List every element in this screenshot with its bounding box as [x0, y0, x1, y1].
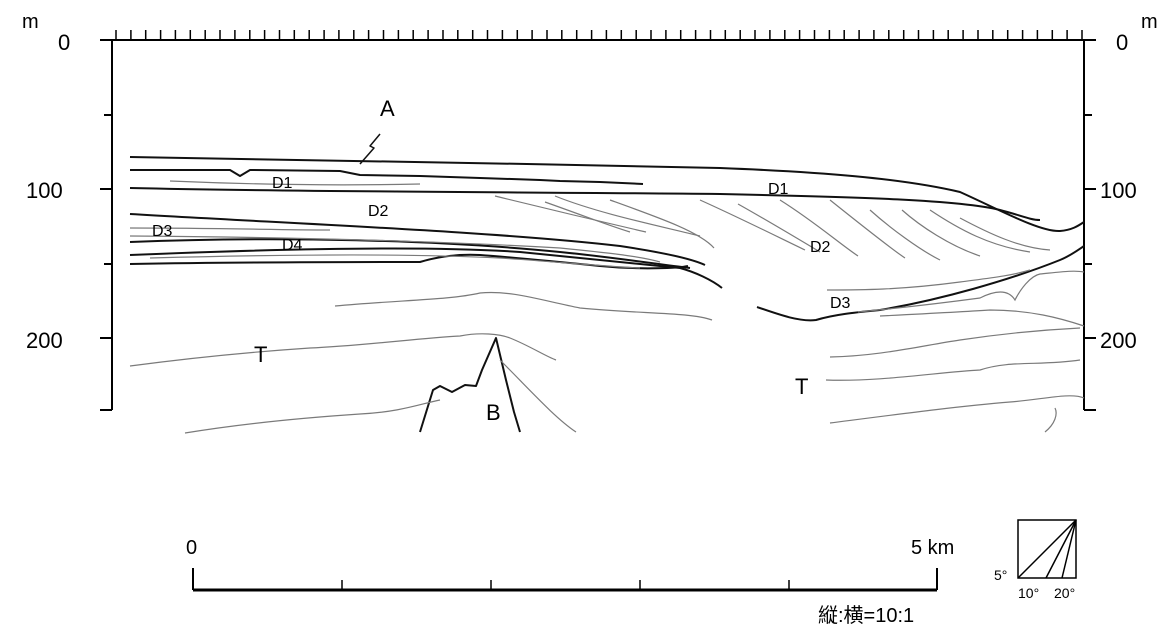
arrow-a-pointer — [359, 133, 381, 165]
clinoform-5 — [699, 199, 806, 251]
label-d2-right: D2 — [810, 239, 831, 256]
clinoform-3 — [554, 195, 701, 237]
vertical-exaggeration-label: 縦:横=10:1 — [818, 604, 914, 627]
reflector-left-a — [334, 291, 713, 321]
reflector-d3-c — [149, 254, 641, 269]
dip-line-20 — [1061, 519, 1077, 579]
dip-line-10 — [1045, 519, 1077, 579]
dip-label-5: 5° — [994, 567, 1007, 583]
clinoform-7 — [779, 199, 859, 257]
clinoform-4 — [609, 199, 715, 249]
depth-tick-label-left-0: 0 — [58, 30, 70, 55]
clinoform-6 — [737, 203, 821, 253]
label-d1-right: D1 — [768, 181, 789, 198]
clinoform-2 — [544, 201, 631, 233]
depth-tick-label-right-200: 200 — [1100, 328, 1137, 353]
reflector-right-d — [825, 359, 1081, 381]
reflector-right-c — [829, 327, 1081, 358]
clinoform-10 — [901, 209, 981, 257]
depth-tick-label-left-200: 200 — [26, 328, 63, 353]
dip-label-10: 10° — [1018, 585, 1039, 601]
reflector-right-b — [879, 309, 1085, 327]
depth-unit-left: m — [22, 11, 39, 33]
label-t-left: T — [254, 342, 267, 367]
reflector-d1-internal — [169, 180, 421, 186]
label-d4: D4 — [282, 237, 303, 254]
depth-tick-label-right-100: 100 — [1100, 178, 1137, 203]
clinoform-8 — [829, 199, 906, 259]
label-t-right: T — [795, 374, 808, 399]
label-b: B — [486, 400, 501, 425]
d4-top-horizon — [129, 238, 691, 269]
d3-top-horizon — [129, 213, 706, 266]
d3-base-left — [129, 247, 723, 289]
top-tick-marks — [115, 30, 1083, 40]
reflector-right-a — [857, 270, 1085, 313]
basement-high — [419, 337, 521, 433]
dip-line-5 — [1017, 519, 1077, 579]
d2-top-horizon — [129, 187, 1041, 221]
dip-label-20: 20° — [1054, 585, 1075, 601]
clinoform-12 — [959, 217, 1051, 251]
scale-bar — [192, 568, 938, 592]
clinoform-9 — [869, 209, 941, 261]
clinoform-1 — [494, 195, 647, 233]
label-d3-right: D3 — [830, 295, 851, 312]
scale-bar-start-label: 0 — [186, 537, 197, 559]
label-a: A — [380, 96, 395, 121]
reflector-left-c — [184, 399, 441, 434]
label-d3-left: D3 — [152, 223, 173, 240]
d1-base-left — [130, 169, 644, 185]
scale-bar-end-label: 5 km — [911, 537, 954, 559]
depth-unit-right: m — [1141, 11, 1158, 33]
dip-gauge-box — [1017, 519, 1077, 579]
reflector-d3-b — [129, 235, 661, 263]
depth-tick-label-left-100: 100 — [26, 178, 63, 203]
d4-base-horizon — [129, 253, 689, 270]
label-d1-left: D1 — [272, 175, 293, 192]
clinoform-11 — [929, 209, 1031, 253]
reflector-left-b — [129, 333, 557, 367]
dip-angle-gauge — [1017, 519, 1077, 579]
d3-base-right — [756, 245, 1085, 322]
reflector-d3-a — [129, 227, 331, 231]
label-d2-left: D2 — [368, 203, 389, 220]
depth-tick-label-right-0: 0 — [1116, 30, 1128, 55]
reflector-right-d3 — [826, 269, 1031, 291]
reflector-left-d — [499, 359, 577, 433]
reflector-right-f — [1044, 407, 1057, 433]
reflector-right-e — [829, 395, 1085, 424]
major-horizons — [129, 133, 1085, 433]
profile-frame — [100, 30, 1096, 411]
minor-reflectors — [129, 180, 1085, 434]
